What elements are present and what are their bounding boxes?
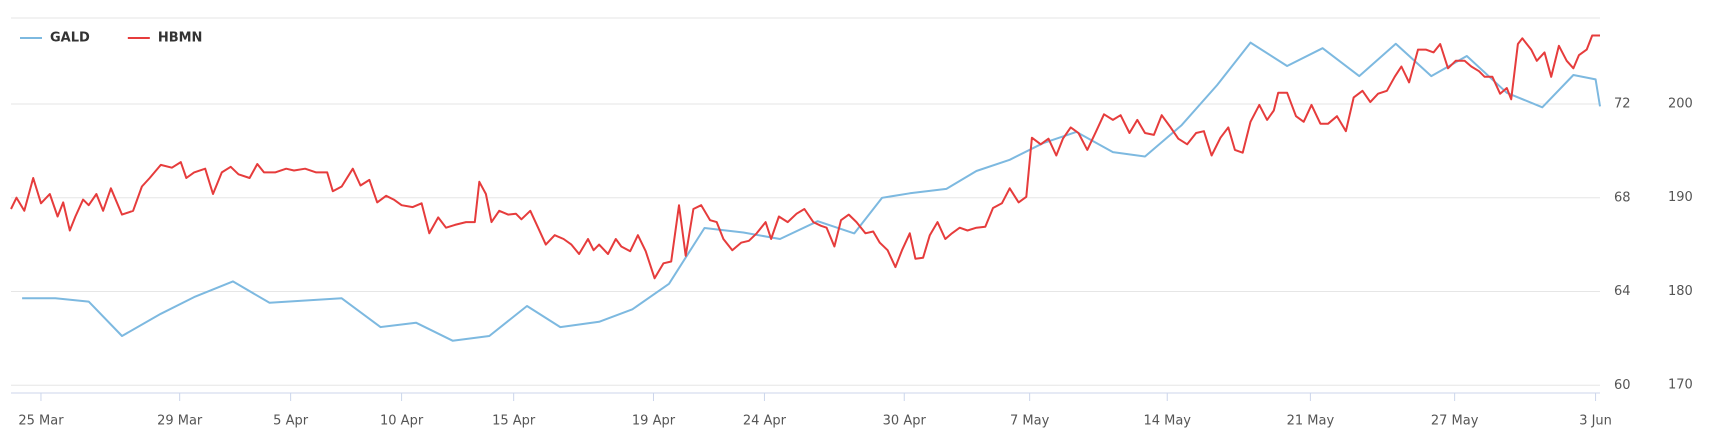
x-tick-label: 21 May — [1287, 414, 1335, 429]
y-tick-label: 72 — [1614, 97, 1631, 112]
y-tick-label: 68 — [1614, 190, 1631, 205]
legend-label[interactable]: GALD — [50, 31, 90, 46]
x-tick-label: 27 May — [1431, 414, 1479, 429]
x-tick-label: 10 Apr — [380, 414, 424, 429]
x-tick-label: 24 Apr — [743, 414, 787, 429]
series-line — [10, 34, 1600, 280]
x-tick-label: 19 Apr — [632, 414, 676, 429]
x-tick-label: 5 Apr — [273, 414, 309, 429]
y-tick-label: 64 — [1614, 284, 1631, 299]
y2-tick-label: 190 — [1668, 190, 1693, 205]
x-tick-label: 3 Jun — [1579, 414, 1612, 429]
x-tick-label: 7 May — [1010, 414, 1050, 429]
legend-label[interactable]: HBMN — [158, 31, 203, 46]
y2-tick-label: 170 — [1668, 378, 1693, 393]
x-tick-label: 25 Mar — [18, 414, 64, 429]
x-tick-label: 15 Apr — [492, 414, 536, 429]
x-tick-label: 30 Apr — [883, 414, 927, 429]
series-line — [22, 41, 1601, 342]
y2-tick-label: 200 — [1668, 96, 1693, 111]
y-tick-label: 60 — [1614, 378, 1631, 393]
x-tick-label: 14 May — [1143, 414, 1191, 429]
x-tick-label: 29 Mar — [157, 414, 203, 429]
y2-tick-label: 180 — [1668, 284, 1693, 299]
